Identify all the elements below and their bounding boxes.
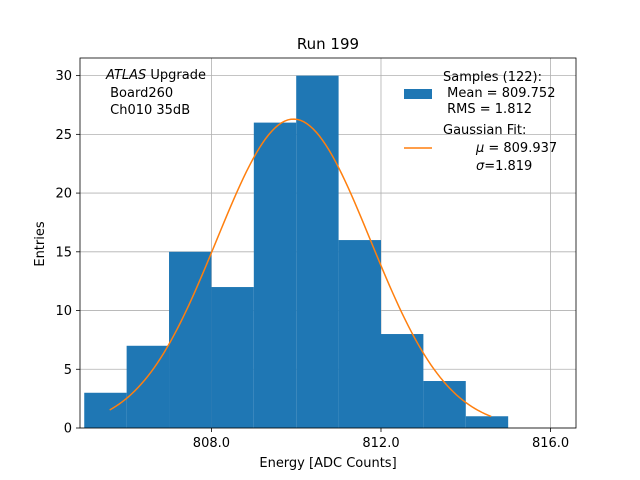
y-tick-label: 30: [55, 69, 72, 84]
histogram-bar: [423, 381, 466, 428]
histogram-bar: [465, 416, 509, 428]
legend: Samples (122): Mean = 809.752 RMS = 1.81…: [404, 70, 578, 174]
legend-fit-mu: μ = 809.937: [447, 141, 578, 156]
histogram-bar: [211, 287, 254, 428]
y-tick-label: 5: [64, 363, 72, 378]
y-tick-label: 10: [55, 304, 72, 319]
annotation-upgrade: Upgrade: [146, 68, 206, 83]
x-tick-label: 812.0: [362, 436, 399, 451]
chart-title: Run 199: [297, 35, 359, 53]
annotation-line-3: Ch010 35dB: [106, 103, 190, 118]
annotation-line-1: ATLAS Upgrade: [105, 68, 206, 83]
axes-frame: [79, 57, 577, 429]
legend-samples-rms: RMS = 1.812: [443, 102, 532, 117]
axis-ticks: 808.0 812.0 816.0 0 5 10 15 20 25 30: [55, 69, 569, 451]
legend-mu-symbol: μ: [475, 141, 484, 156]
legend-samples-mean: Mean = 809.752: [443, 86, 555, 101]
gaussian-fit-curve: [109, 118, 492, 418]
fit-curve-layer: [109, 118, 492, 418]
legend-fit-title: Gaussian Fit:: [443, 123, 526, 138]
legend-mu-value: = 809.937: [484, 141, 557, 156]
x-tick-label: 808.0: [193, 436, 230, 451]
y-tick-label: 15: [55, 245, 72, 260]
x-axis-label: Energy [ADC Counts]: [259, 456, 396, 471]
y-tick-label: 25: [55, 128, 72, 143]
histogram-bar: [126, 345, 170, 428]
histogram-bar: [84, 392, 127, 428]
atlas-annotation: ATLAS Upgrade Board260 Ch010 35dB: [105, 68, 206, 118]
histogram-bar: [296, 75, 339, 428]
y-axis-label: Entries: [33, 221, 48, 267]
annotation-atlas-italic: ATLAS: [105, 68, 146, 83]
annotation-line-2: Board260: [106, 86, 173, 101]
y-tick-label: 20: [55, 187, 72, 202]
legend-sigma-value: =1.819: [484, 159, 532, 174]
legend-samples-swatch: [404, 89, 432, 99]
x-tick-label: 816.0: [532, 436, 569, 451]
histogram-bar: [380, 334, 424, 428]
histogram-bar: [253, 122, 297, 428]
legend-samples-title: Samples (122):: [443, 70, 542, 85]
histogram-bar: [169, 251, 212, 428]
y-tick-label: 0: [64, 422, 72, 437]
legend-sigma-symbol: σ: [476, 159, 485, 174]
histogram-bar: [338, 240, 381, 428]
legend-fit-sigma: σ=1.819: [447, 159, 553, 174]
